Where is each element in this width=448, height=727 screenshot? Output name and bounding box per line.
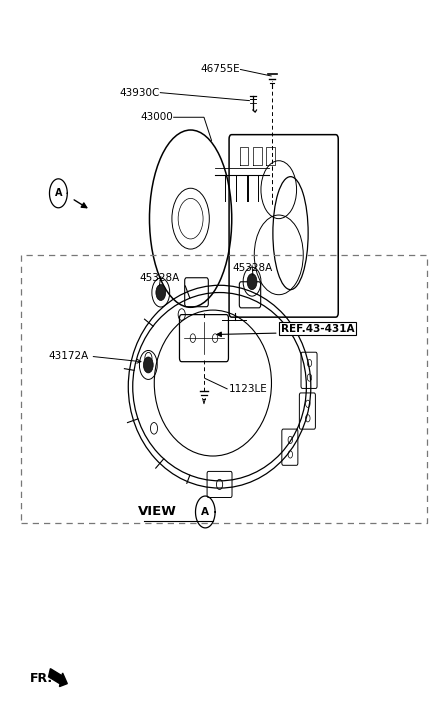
Text: 46755E: 46755E: [200, 65, 240, 74]
Circle shape: [156, 284, 166, 300]
Text: 43172A: 43172A: [48, 351, 88, 361]
Text: VIEW: VIEW: [138, 505, 177, 518]
Circle shape: [247, 273, 257, 289]
Circle shape: [143, 357, 153, 373]
Text: 43930C: 43930C: [119, 88, 159, 97]
Text: 1123LE: 1123LE: [228, 384, 267, 394]
FancyArrow shape: [48, 669, 67, 686]
Text: 45328A: 45328A: [233, 263, 273, 273]
Text: 45328A: 45328A: [139, 273, 180, 283]
Text: A: A: [201, 507, 209, 517]
Text: REF.43-431A: REF.43-431A: [281, 324, 354, 334]
Text: A: A: [55, 188, 62, 198]
Text: 43000: 43000: [140, 112, 173, 122]
Text: FR.: FR.: [30, 672, 53, 685]
